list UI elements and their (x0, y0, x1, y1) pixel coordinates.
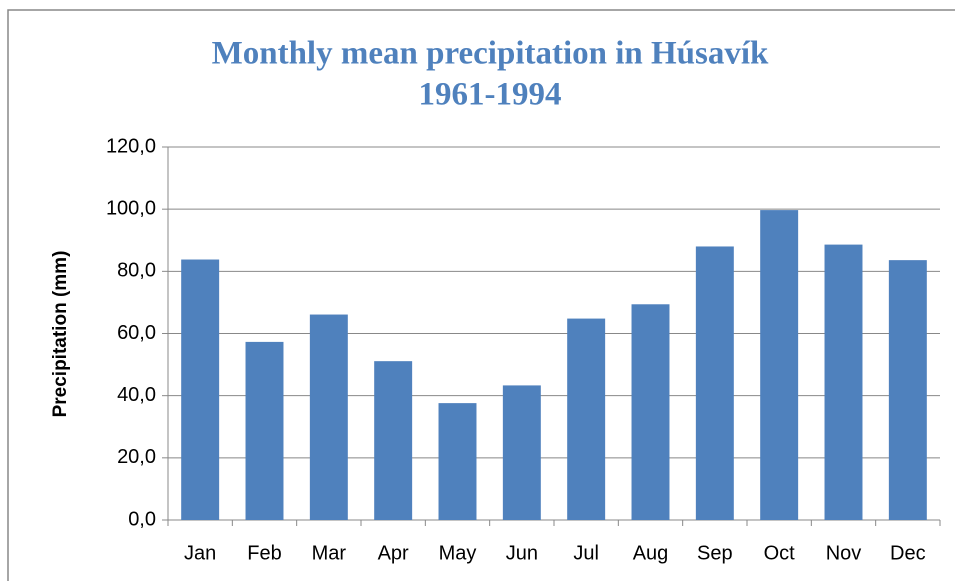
x-tick-label: Jan (184, 542, 216, 564)
chart-title: Monthly mean precipitation in Húsavík (212, 36, 769, 72)
chart-subtitle: 1961-1994 (419, 77, 562, 113)
x-tick-label: Jun (506, 542, 538, 564)
y-tick-label: 0,0 (128, 508, 156, 530)
x-tick-label: Mar (312, 542, 347, 564)
y-tick-label: 40,0 (117, 384, 156, 406)
bar (888, 260, 927, 520)
bar (181, 259, 220, 520)
bar (374, 361, 413, 520)
x-tick-label: Apr (378, 542, 409, 564)
x-tick-label: Aug (633, 542, 669, 564)
x-tick-label: Feb (247, 542, 281, 564)
x-tick-label: Oct (764, 542, 796, 564)
bar (760, 210, 799, 520)
x-tick-label: Jul (573, 542, 599, 564)
y-tick-label: 60,0 (117, 322, 156, 344)
y-tick-label: 120,0 (106, 135, 156, 157)
bar (502, 385, 541, 520)
y-tick-label: 80,0 (117, 260, 156, 282)
bar (567, 318, 606, 520)
bar (824, 244, 863, 520)
x-tick-label: Nov (826, 542, 862, 564)
bar (309, 314, 348, 520)
x-tick-label: Dec (890, 542, 926, 564)
y-tick-label: 100,0 (106, 197, 156, 219)
bar (631, 304, 670, 520)
y-tick-label: 20,0 (117, 446, 156, 468)
y-axis-label: Precipitation (mm) (50, 251, 71, 418)
bar (438, 403, 477, 520)
bar (245, 341, 284, 520)
bar (695, 246, 734, 520)
x-tick-label: Sep (697, 542, 733, 564)
x-tick-label: May (439, 542, 477, 564)
chart-border (7, 9, 955, 581)
